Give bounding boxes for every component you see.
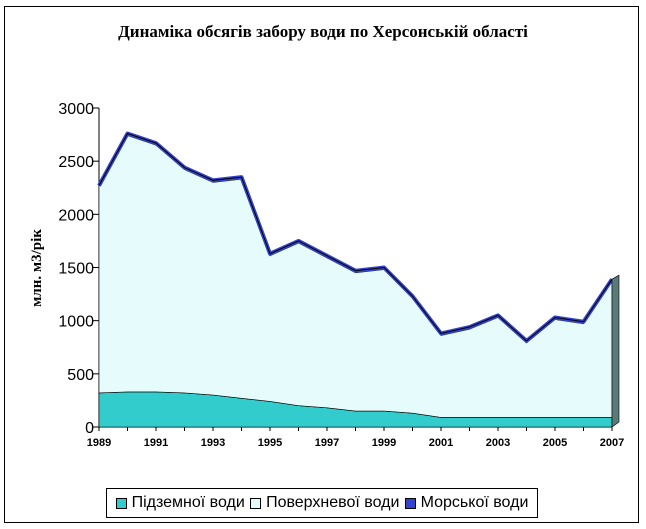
x-tick-label: 1991 [144, 437, 168, 449]
x-tick-label: 2001 [429, 437, 453, 449]
y-tick-label: 1500 [58, 261, 94, 278]
y-tick-label: 2000 [58, 207, 94, 224]
x-tick-label: 2005 [543, 437, 567, 449]
sea-edge [98, 132, 613, 342]
legend-swatch-sea [404, 497, 416, 509]
chart-title: Динаміка обсягів забору води по Херсонсь… [118, 22, 528, 41]
y-tick-label: 500 [67, 367, 94, 384]
area-right-edge [611, 274, 620, 428]
x-tick-label: 1995 [258, 437, 282, 449]
legend-swatch-surface [250, 497, 262, 509]
x-tick-label: 1993 [201, 437, 225, 449]
legend-label-surface: Поверхневої води [266, 494, 400, 511]
y-tick-label: 2500 [58, 154, 94, 171]
y-tick-label: 0 [85, 420, 94, 437]
legend-item-underground: Підземної води [115, 494, 245, 512]
y-axis-label: млн. м3/рік [29, 229, 45, 307]
legend-swatch-underground [115, 497, 127, 509]
legend-label-underground: Підземної води [131, 494, 245, 511]
x-tick-label: 1997 [315, 437, 339, 449]
x-tick-label: 2007 [600, 437, 624, 449]
chart-frame [4, 6, 639, 523]
legend-label-sea: Морської води [420, 494, 529, 511]
legend-item-sea: Морської води [404, 494, 529, 512]
y-tick-label: 3000 [58, 101, 94, 118]
x-tick-label: 1989 [87, 437, 111, 449]
x-tick-label: 2003 [486, 437, 510, 449]
x-tick-label: 1999 [372, 437, 396, 449]
legend-item-surface: Поверхневої води [250, 494, 399, 512]
y-tick-label: 1000 [58, 314, 94, 331]
area-surface [98, 135, 613, 418]
legend: Підземної води Поверхневої води Морської… [106, 488, 538, 518]
